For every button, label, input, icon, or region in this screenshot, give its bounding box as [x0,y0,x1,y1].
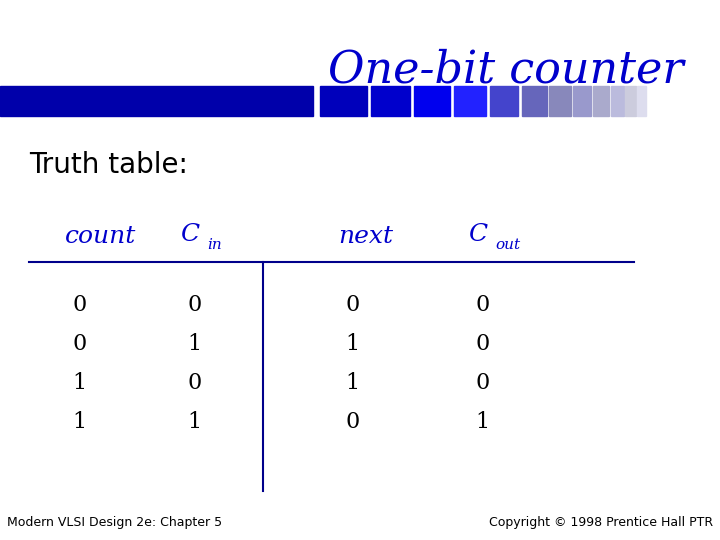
Bar [371,86,410,116]
Text: 0: 0 [187,372,202,394]
Text: 1: 1 [187,333,202,355]
Bar [0,86,313,116]
Text: C: C [468,222,487,246]
Text: 1: 1 [346,333,360,355]
Text: out: out [495,238,521,252]
Text: 0: 0 [187,294,202,316]
Text: 0: 0 [346,294,360,316]
Text: 0: 0 [475,333,490,355]
Bar [573,86,591,116]
Text: 1: 1 [187,411,202,433]
Text: 1: 1 [346,372,360,394]
Bar [549,86,571,116]
Text: count: count [65,225,136,248]
Bar [593,86,609,116]
Text: 0: 0 [346,411,360,433]
Text: 1: 1 [72,411,86,433]
Bar [320,86,367,116]
Text: 0: 0 [475,372,490,394]
Text: Modern VLSI Design 2e: Chapter 5: Modern VLSI Design 2e: Chapter 5 [7,516,222,529]
Text: 0: 0 [72,294,86,316]
Text: Copyright © 1998 Prentice Hall PTR: Copyright © 1998 Prentice Hall PTR [489,516,713,529]
Text: 0: 0 [72,333,86,355]
Text: next: next [338,225,393,248]
Bar [414,86,450,116]
Text: 1: 1 [72,372,86,394]
Bar [611,86,624,116]
Bar [490,86,518,116]
Text: 0: 0 [475,294,490,316]
Bar [625,86,636,116]
Bar [637,86,646,116]
Text: 1: 1 [475,411,490,433]
Bar [454,86,486,116]
Text: in: in [207,238,222,252]
Text: C: C [180,222,199,246]
Bar [522,86,547,116]
Text: Truth table:: Truth table: [29,151,188,179]
Text: One-bit counter: One-bit counter [328,49,684,92]
